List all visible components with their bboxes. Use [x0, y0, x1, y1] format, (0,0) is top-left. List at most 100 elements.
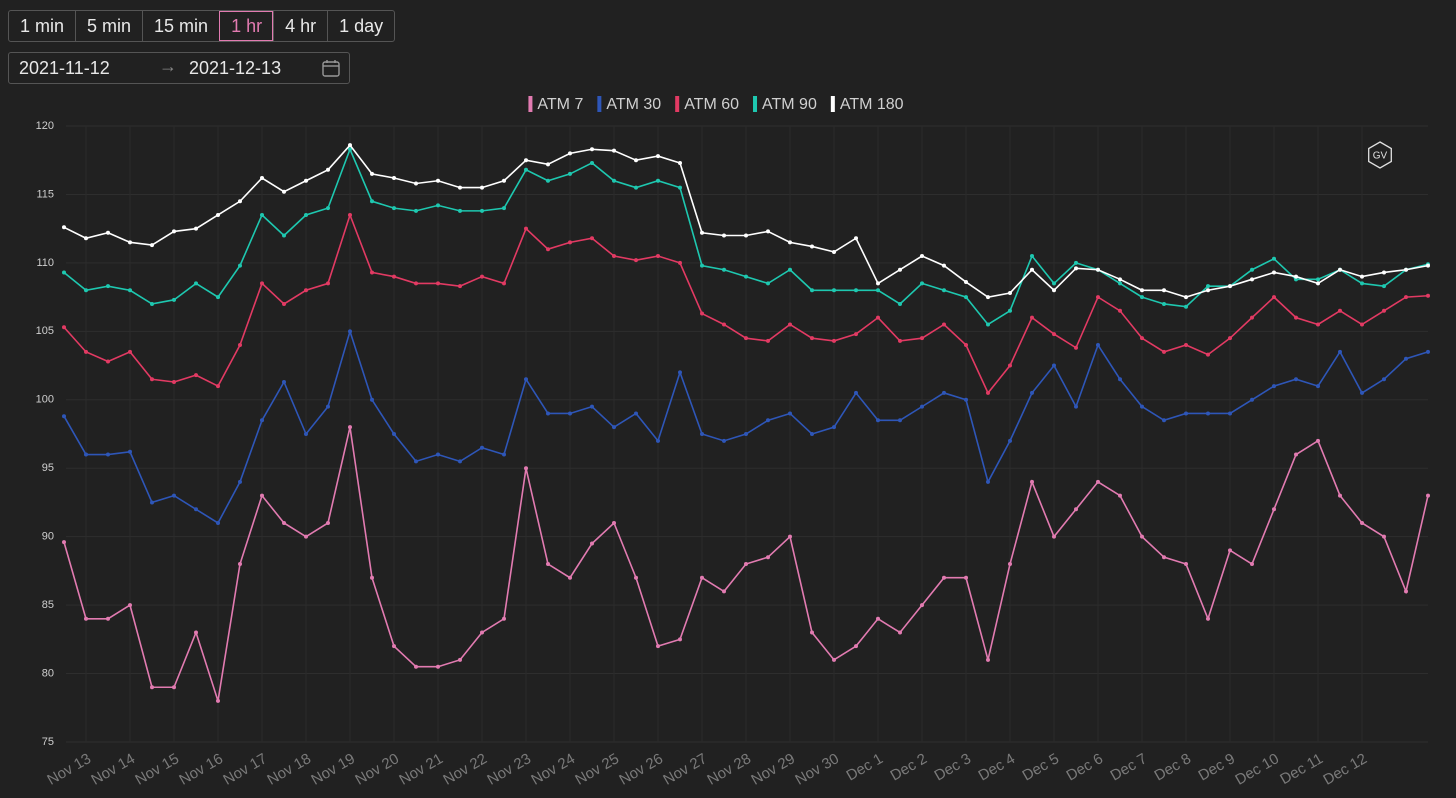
point — [898, 301, 902, 306]
point — [810, 244, 814, 249]
point — [810, 288, 814, 293]
point — [216, 295, 220, 300]
point — [876, 315, 880, 320]
point — [1096, 343, 1100, 348]
point — [1272, 256, 1276, 261]
point — [172, 229, 176, 234]
point — [216, 212, 220, 217]
interval-button[interactable]: 1 hr — [219, 11, 274, 41]
point — [788, 267, 792, 272]
point — [348, 143, 352, 148]
point — [744, 336, 748, 341]
point — [480, 630, 484, 635]
point — [238, 199, 242, 204]
point — [106, 359, 110, 364]
calendar-icon[interactable] — [321, 58, 341, 78]
point — [1140, 288, 1144, 293]
point — [524, 167, 528, 172]
point — [84, 349, 88, 354]
legend-label: ATM 60 — [684, 96, 739, 113]
point — [832, 338, 836, 343]
point — [1382, 308, 1386, 313]
point — [304, 288, 308, 293]
legend-swatch — [528, 96, 533, 112]
x-tick-label: Nov 27 — [660, 750, 710, 788]
point — [106, 452, 110, 457]
point — [392, 176, 396, 181]
point — [656, 178, 660, 183]
point — [370, 171, 374, 176]
point — [1316, 277, 1320, 282]
point — [128, 349, 132, 354]
interval-button[interactable]: 5 min — [75, 11, 142, 41]
point — [546, 562, 550, 567]
point — [1228, 284, 1232, 289]
x-tick-label: Nov 29 — [748, 750, 798, 788]
point — [282, 520, 286, 525]
x-tick-label: Nov 24 — [528, 750, 578, 788]
point — [1052, 281, 1056, 286]
point — [1096, 479, 1100, 484]
x-tick-label: Dec 12 — [1320, 750, 1370, 788]
point — [1118, 493, 1122, 498]
point — [1206, 284, 1210, 289]
point — [1096, 267, 1100, 272]
point — [678, 185, 682, 190]
point — [62, 225, 66, 230]
interval-button[interactable]: 1 min — [20, 16, 65, 36]
interval-button[interactable]: 1 day — [327, 11, 394, 41]
point — [876, 288, 880, 293]
y-tick-label: 100 — [36, 394, 54, 406]
point — [700, 263, 704, 268]
point — [414, 181, 418, 186]
interval-button[interactable]: 4 hr — [273, 11, 327, 41]
point — [172, 685, 176, 690]
point — [1206, 616, 1210, 621]
legend: ATM 7 ATM 30 ATM 60 ATM 90 ATM 180 — [528, 96, 904, 113]
date-start[interactable]: 2021-11-12 — [19, 58, 110, 78]
point — [568, 411, 572, 416]
x-tick-label: Dec 7 — [1108, 750, 1150, 784]
point — [612, 425, 616, 430]
point — [1250, 277, 1254, 282]
point — [700, 575, 704, 580]
logo-text: GV — [1373, 151, 1388, 162]
legend-swatch — [753, 96, 758, 112]
date-range[interactable]: 2021-11-12 → 2021-12-13 — [8, 52, 350, 84]
point — [568, 575, 572, 580]
point — [1294, 315, 1298, 320]
point — [964, 397, 968, 402]
x-tick-label: Nov 26 — [616, 750, 666, 788]
x-tick-label: Dec 5 — [1020, 750, 1062, 784]
point — [832, 249, 836, 254]
point — [1382, 284, 1386, 289]
point — [436, 203, 440, 208]
point — [942, 390, 946, 395]
point — [1074, 260, 1078, 265]
y-tick-label: 80 — [42, 667, 54, 679]
x-tick-label: Dec 8 — [1152, 750, 1194, 784]
point — [656, 254, 660, 259]
date-end[interactable]: 2021-12-13 — [189, 58, 282, 78]
point — [810, 630, 814, 635]
point — [854, 288, 858, 293]
point — [722, 233, 726, 238]
point — [282, 233, 286, 238]
point — [62, 540, 66, 545]
y-tick-label: 105 — [36, 325, 54, 337]
point — [414, 281, 418, 286]
point — [766, 555, 770, 560]
point — [172, 379, 176, 384]
point — [1140, 534, 1144, 539]
interval-button[interactable]: 15 min — [142, 11, 219, 41]
point — [216, 698, 220, 703]
point — [920, 336, 924, 341]
point — [656, 644, 660, 649]
point — [1250, 397, 1254, 402]
point — [546, 162, 550, 167]
point — [590, 404, 594, 409]
point — [282, 379, 286, 384]
point — [326, 520, 330, 525]
point — [128, 240, 132, 245]
point — [150, 243, 154, 248]
